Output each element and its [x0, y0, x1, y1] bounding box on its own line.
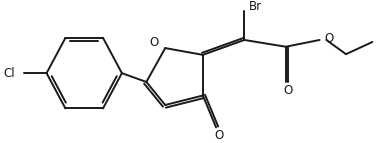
- Text: O: O: [214, 129, 224, 142]
- Text: Br: Br: [249, 0, 262, 13]
- Text: O: O: [149, 36, 158, 49]
- Text: O: O: [283, 84, 292, 97]
- Text: O: O: [324, 32, 334, 45]
- Text: Cl: Cl: [3, 67, 15, 80]
